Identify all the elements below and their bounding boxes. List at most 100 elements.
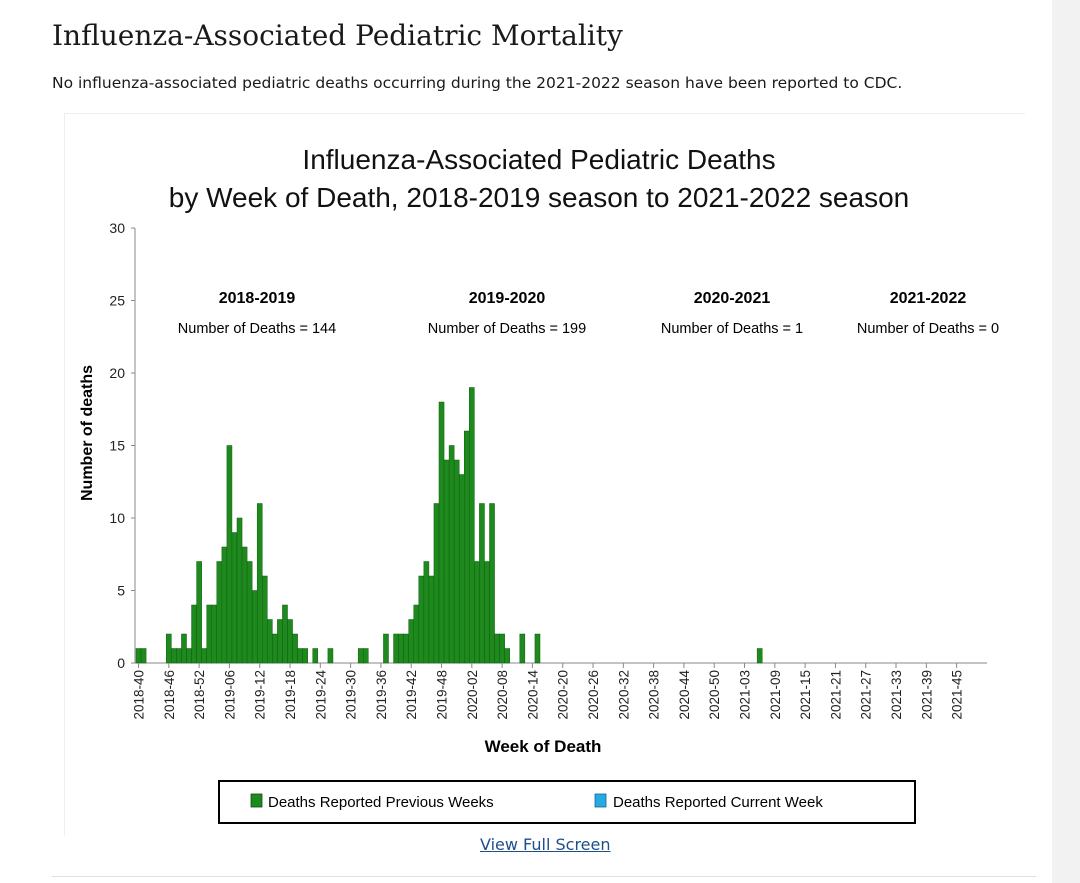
bar: [302, 648, 308, 664]
bar: [413, 604, 420, 664]
season-label-2019-2020: 2019-2020: [469, 290, 546, 307]
bar: [292, 633, 298, 664]
y-axis-label: Number of deaths: [79, 365, 96, 501]
bar: [433, 503, 440, 664]
x-tick-label: 2020-38: [647, 670, 662, 720]
season-count-2020-2021: Number of Deaths = 1: [661, 321, 803, 337]
x-tick-label: 2021-21: [828, 670, 843, 720]
x-tick-label: 2020-02: [465, 670, 480, 720]
bar: [453, 459, 460, 664]
chart-title-line2: by Week of Death, 2018-2019 season to 20…: [169, 182, 909, 213]
bar: [262, 575, 268, 664]
season-count-2021-2022: Number of Deaths = 0: [857, 321, 999, 337]
y-tick-label: 10: [109, 510, 125, 526]
bar: [277, 619, 283, 664]
x-tick-label: 2021-27: [859, 670, 874, 720]
pediatric-deaths-chart: Influenza-Associated Pediatric Deaths by…: [79, 144, 999, 824]
legend-swatch-previous: [250, 793, 263, 808]
bar: [140, 648, 147, 664]
bottom-divider: [52, 876, 1036, 877]
x-tick-label: 2020-14: [525, 670, 540, 720]
bar: [474, 561, 480, 664]
bar: [206, 604, 212, 664]
bar: [181, 633, 187, 664]
x-tick-label: 2019-18: [283, 670, 298, 720]
bar: [236, 517, 243, 664]
x-tick-label: 2019-12: [253, 670, 268, 720]
x-tick-label: 2019-24: [313, 670, 328, 720]
x-tick-label: 2019-36: [374, 670, 389, 720]
bar: [534, 633, 541, 664]
bar: [211, 604, 218, 664]
x-tick-label: 2021-33: [889, 670, 904, 720]
bar: [494, 633, 500, 664]
bar: [186, 648, 192, 664]
page-note: No influenza-associated pediatric deaths…: [52, 74, 903, 92]
bar: [297, 648, 303, 664]
chart-title-line1: Influenza-Associated Pediatric Deaths: [302, 144, 775, 175]
bar: [363, 648, 369, 664]
season-label-2021-2022: 2021-2022: [890, 290, 967, 307]
bar: [287, 619, 293, 664]
page-title: Influenza-Associated Pediatric Mortality: [52, 19, 623, 52]
view-full-screen-link[interactable]: View Full Screen: [480, 835, 611, 854]
season-label-2020-2021: 2020-2021: [694, 290, 771, 307]
x-tick-label: 2020-44: [677, 670, 692, 720]
x-tick-label: 2020-20: [556, 670, 571, 720]
x-axis-label: Week of Death: [485, 737, 602, 756]
x-tick-label: 2020-08: [495, 670, 510, 720]
x-tick-label: 2021-39: [919, 670, 934, 720]
bar: [135, 648, 142, 664]
bar: [216, 561, 223, 664]
bar: [393, 633, 399, 664]
bar: [231, 532, 238, 664]
bar: [176, 648, 182, 664]
y-tick-label: 5: [117, 583, 125, 599]
bar: [327, 648, 334, 664]
bar: [246, 561, 253, 664]
bar: [448, 445, 455, 664]
bar: [196, 561, 202, 664]
bar: [408, 619, 415, 664]
x-tick-label: 2019-30: [344, 670, 359, 720]
x-tick-label: 2018-46: [162, 670, 177, 720]
bar: [251, 590, 258, 664]
bar: [166, 633, 172, 664]
season-label-2018-2019: 2018-2019: [219, 290, 296, 307]
bar: [458, 474, 465, 664]
bar: [398, 633, 404, 664]
right-scroll-rail: [1052, 0, 1080, 883]
legend-label-previous: Deaths Reported Previous Weeks: [268, 794, 494, 811]
bar: [469, 387, 475, 664]
x-tick-label: 2021-09: [768, 670, 783, 720]
bar: [256, 503, 263, 664]
x-tick-label: 2021-45: [950, 670, 965, 720]
bar: [484, 561, 490, 664]
bar: [226, 445, 233, 664]
bar: [267, 619, 273, 664]
bar: [312, 648, 319, 664]
bar: [423, 561, 430, 664]
bar: [272, 633, 278, 664]
season-count-2018-2019: Number of Deaths = 144: [178, 321, 336, 337]
x-tick-label: 2018-40: [132, 670, 147, 720]
x-tick-label: 2019-42: [404, 670, 419, 720]
bar: [241, 546, 248, 664]
legend-swatch-current: [594, 793, 607, 808]
plot-area: 0 5 10 15 20 25 30 2018-40 2018-46 2018-52 2019-06…: [109, 220, 987, 720]
bar: [403, 633, 409, 664]
bar: [504, 648, 510, 664]
bar: [428, 575, 435, 664]
x-tick-label: 2021-15: [798, 670, 813, 720]
bar: [383, 633, 389, 664]
bar: [201, 648, 207, 664]
bar: [443, 459, 450, 664]
bar: [221, 546, 228, 664]
chart-figure: Influenza-Associated Pediatric Deaths by…: [64, 113, 1025, 836]
bar: [499, 633, 505, 664]
x-tick-label: 2019-06: [222, 670, 237, 720]
x-tick-label: 2019-48: [435, 670, 450, 720]
y-tick-label: 20: [109, 365, 125, 381]
bar: [489, 503, 495, 664]
x-tick-label: 2020-26: [586, 670, 601, 720]
